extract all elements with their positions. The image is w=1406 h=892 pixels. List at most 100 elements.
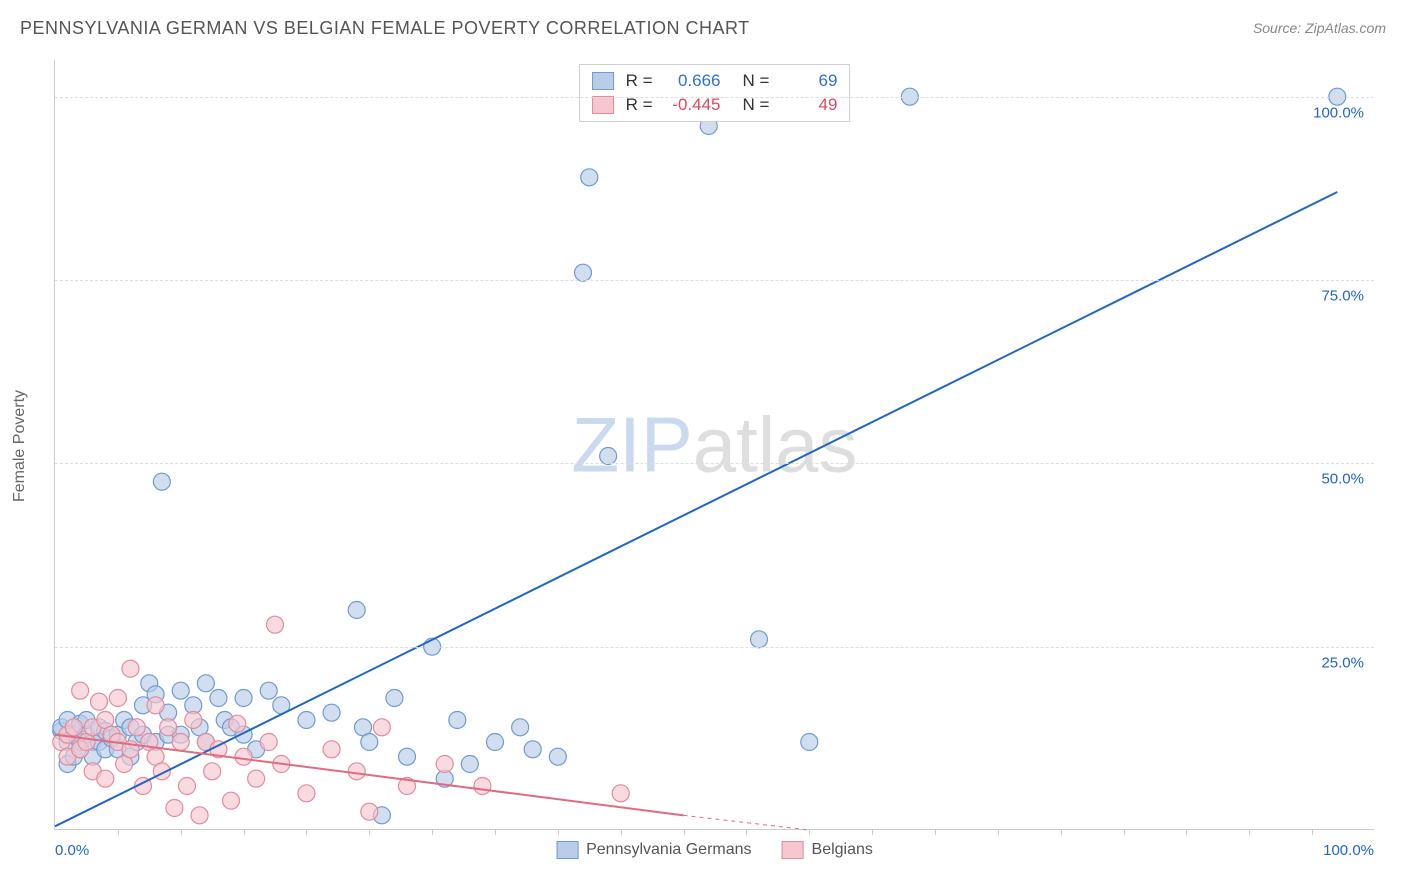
- x-tick: [1124, 829, 1125, 835]
- data-point: [235, 748, 252, 765]
- legend-item-0: Pennsylvania Germans: [556, 841, 751, 859]
- x-tick: [684, 829, 685, 835]
- source-prefix: Source:: [1253, 20, 1305, 36]
- data-point: [751, 631, 768, 648]
- plot-area: ZIPatlas R = 0.666 N = 69 R = -0.445 N =…: [54, 60, 1374, 830]
- x-tick: [1249, 829, 1250, 835]
- data-point: [204, 763, 221, 780]
- data-point: [153, 473, 170, 490]
- data-point: [128, 719, 145, 736]
- data-point: [449, 712, 466, 729]
- data-point: [348, 602, 365, 619]
- x-tick: [1312, 829, 1313, 835]
- data-point: [260, 682, 277, 699]
- data-point: [166, 800, 183, 817]
- legend-series: Pennsylvania Germans Belgians: [556, 841, 873, 859]
- data-point: [147, 697, 164, 714]
- data-point: [267, 616, 284, 633]
- data-point: [172, 682, 189, 699]
- data-point: [600, 448, 617, 465]
- regression-line-ext: [684, 815, 810, 830]
- x-tick: [181, 829, 182, 835]
- legend-name-1: Belgians: [812, 841, 873, 859]
- data-point: [65, 719, 82, 736]
- data-point: [361, 734, 378, 751]
- legend-stats-row-0: R = 0.666 N = 69: [592, 69, 838, 93]
- data-point: [160, 719, 177, 736]
- x-tick: [998, 829, 999, 835]
- data-point: [109, 690, 126, 707]
- x-tick: [369, 829, 370, 835]
- data-point: [97, 770, 114, 787]
- x-tick-start: 0.0%: [55, 842, 89, 859]
- x-tick: [495, 829, 496, 835]
- source-name: ZipAtlas.com: [1305, 20, 1386, 36]
- x-tick: [935, 829, 936, 835]
- legend-stats: R = 0.666 N = 69 R = -0.445 N = 49: [579, 64, 851, 122]
- x-tick: [306, 829, 307, 835]
- x-tick: [1061, 829, 1062, 835]
- x-tick: [1186, 829, 1187, 835]
- x-tick: [872, 829, 873, 835]
- r-value-0: 0.666: [661, 71, 721, 91]
- data-point: [229, 715, 246, 732]
- data-point: [210, 690, 227, 707]
- data-point: [575, 264, 592, 281]
- y-tick-label: 75.0%: [1321, 288, 1364, 305]
- data-point: [298, 712, 315, 729]
- data-point: [172, 734, 189, 751]
- n-value-0: 69: [777, 71, 837, 91]
- data-point: [323, 741, 340, 758]
- data-point: [185, 712, 202, 729]
- data-point: [179, 778, 196, 795]
- legend-bottom-swatch-0: [556, 841, 578, 859]
- gridline-h: [55, 463, 1374, 464]
- gridline-h: [55, 280, 1374, 281]
- r-value-1: -0.445: [661, 95, 721, 115]
- r-label-1: R =: [626, 95, 653, 115]
- x-tick: [558, 829, 559, 835]
- data-point: [512, 719, 529, 736]
- data-point: [487, 734, 504, 751]
- n-label-0: N =: [743, 71, 770, 91]
- legend-item-1: Belgians: [782, 841, 873, 859]
- data-point: [348, 763, 365, 780]
- n-value-1: 49: [777, 95, 837, 115]
- r-label-0: R =: [626, 71, 653, 91]
- data-point: [91, 693, 108, 710]
- gridline-h: [55, 97, 1374, 98]
- source-label: Source: ZipAtlas.com: [1253, 20, 1386, 38]
- data-point: [373, 719, 390, 736]
- data-point: [323, 704, 340, 721]
- legend-bottom-swatch-1: [782, 841, 804, 859]
- data-point: [122, 660, 139, 677]
- data-point: [461, 756, 478, 773]
- data-point: [248, 770, 265, 787]
- data-point: [223, 792, 240, 809]
- data-point: [581, 169, 598, 186]
- x-tick: [809, 829, 810, 835]
- data-point: [298, 785, 315, 802]
- data-point: [191, 807, 208, 824]
- chart-title: PENNSYLVANIA GERMAN VS BELGIAN FEMALE PO…: [20, 18, 750, 39]
- gridline-h: [55, 647, 1374, 648]
- data-point: [197, 675, 214, 692]
- y-axis-label: Female Poverty: [11, 390, 29, 502]
- x-tick: [244, 829, 245, 835]
- legend-name-0: Pennsylvania Germans: [586, 841, 751, 859]
- n-label-1: N =: [743, 95, 770, 115]
- y-tick-label: 50.0%: [1321, 471, 1364, 488]
- regression-line: [55, 192, 1337, 826]
- data-point: [399, 748, 416, 765]
- data-point: [612, 785, 629, 802]
- data-point: [260, 734, 277, 751]
- legend-swatch-1: [592, 96, 614, 114]
- y-tick-label: 100.0%: [1313, 104, 1364, 121]
- data-point: [474, 778, 491, 795]
- data-point: [436, 756, 453, 773]
- data-point: [72, 682, 89, 699]
- data-point: [549, 748, 566, 765]
- data-point: [801, 734, 818, 751]
- data-point: [386, 690, 403, 707]
- scatter-svg: [55, 60, 1374, 829]
